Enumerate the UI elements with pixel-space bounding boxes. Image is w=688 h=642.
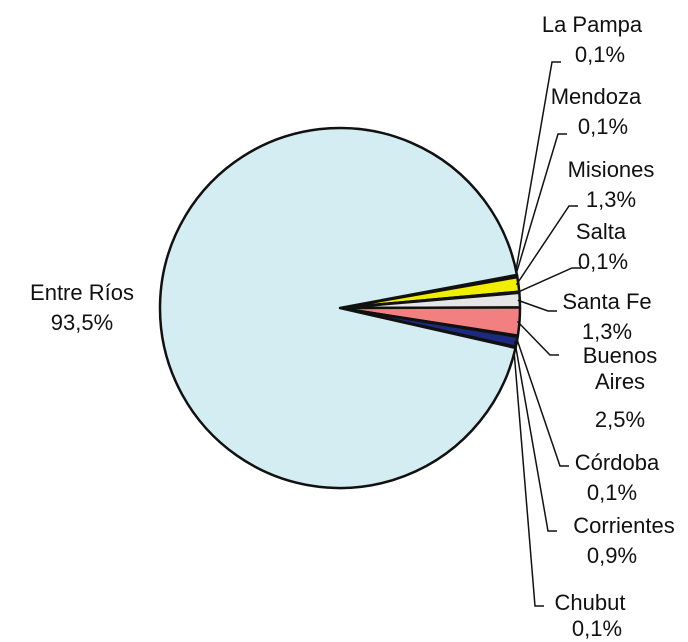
- slice-value: 93,5%: [50, 310, 114, 335]
- slice-name: Salta: [575, 219, 627, 244]
- slice-name: Corrientes: [573, 513, 675, 538]
- slice-value: 0,1%: [577, 114, 629, 139]
- slice-value: 0,1%: [577, 249, 629, 274]
- slice-value: 0,1%: [586, 480, 638, 505]
- leader-line: [512, 346, 544, 607]
- slice-name: Buenos Aires: [582, 343, 658, 394]
- leader-line: [514, 341, 557, 532]
- slice-value: 1,3%: [581, 319, 633, 344]
- slice-name: La Pampa: [541, 12, 643, 37]
- leader-line: [517, 267, 581, 294]
- leader-line: [514, 61, 561, 276]
- slice-name: Chubut: [554, 590, 626, 615]
- leader-line: [515, 205, 578, 286]
- slice-name: Misiones: [567, 157, 655, 182]
- pie-slice: [158, 126, 519, 490]
- slice-value: 2,5%: [594, 407, 646, 432]
- slice-name: Córdoba: [574, 450, 660, 475]
- slice-value: 0,1%: [571, 616, 623, 641]
- slice-name: Mendoza: [550, 84, 642, 109]
- slice-value: 0,1%: [574, 42, 626, 67]
- slice-name: Entre Ríos: [30, 280, 134, 305]
- slice-name: Santa Fe: [562, 289, 652, 314]
- slice-value: 0,9%: [586, 543, 638, 568]
- slice-value: 1,3%: [585, 187, 637, 212]
- leader-line: [514, 133, 567, 278]
- leader-line: [517, 299, 557, 312]
- leader-line: [515, 335, 569, 467]
- leader-line: [516, 320, 559, 356]
